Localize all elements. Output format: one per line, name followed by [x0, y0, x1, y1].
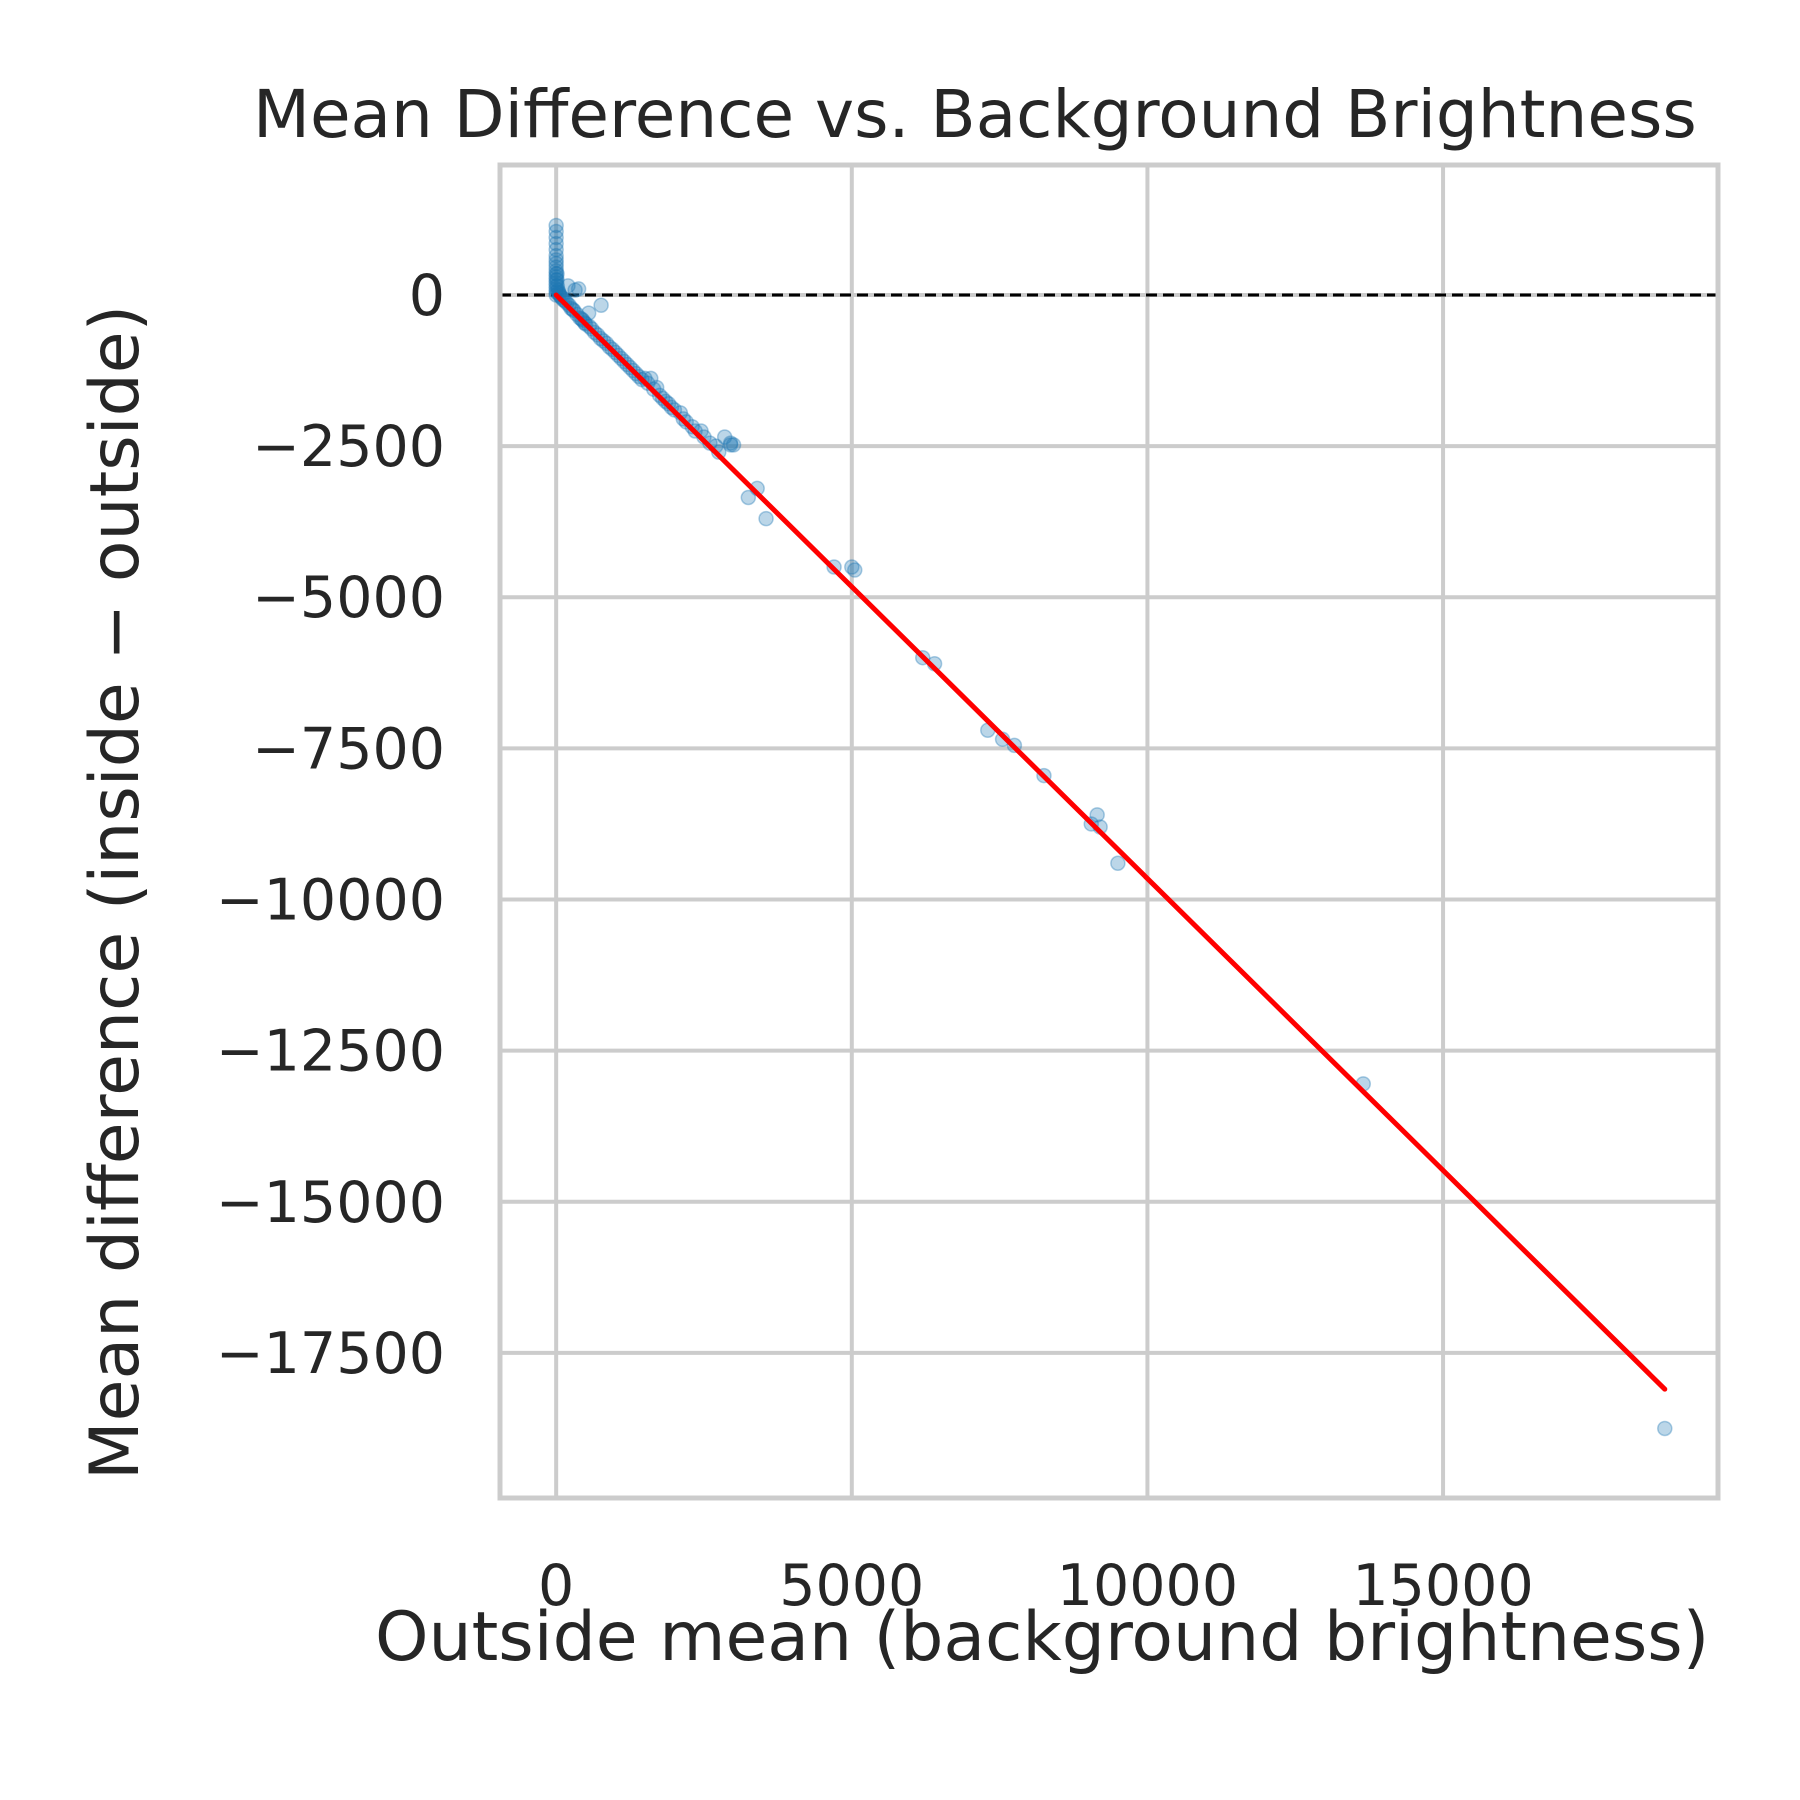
scatter-point [548, 217, 564, 234]
scatter-point [549, 266, 565, 282]
scatter-point [548, 266, 564, 282]
scatter-point [548, 269, 564, 285]
scatter-point [725, 437, 742, 453]
plot-area-frame [497, 162, 1721, 1501]
scatter-point [548, 263, 564, 279]
scatter-point [593, 297, 609, 314]
scatter-point [722, 437, 739, 453]
scatter-point [722, 435, 739, 451]
x-axis-label: Outside mean (background brightness) [375, 1598, 1709, 1677]
y-tick-label: −2500 [252, 414, 445, 480]
scatter-point [1657, 1420, 1673, 1437]
y-tick-label: −12500 [216, 1019, 445, 1085]
x-axis-ticks: 0 5000 10000 15000 [538, 1553, 1534, 1619]
scatter-point [548, 235, 564, 252]
scatter-point [847, 562, 863, 578]
scatter-point [844, 559, 860, 575]
y-axis-label: Mean difference (inside − outside) [76, 305, 155, 1480]
y-tick-label: −7500 [252, 716, 445, 782]
scatter-point [548, 255, 564, 272]
chart-title: Mean Difference vs. Background Brightnes… [253, 76, 1697, 153]
y-tick-label: −15000 [216, 1170, 445, 1236]
scatter-point [548, 241, 564, 258]
scatter-point [716, 429, 733, 445]
regression-fit-line [553, 292, 1668, 1392]
scatter-point [548, 223, 564, 240]
gridlines [500, 165, 1718, 1498]
y-tick-label: −5000 [252, 565, 445, 631]
scatter-point [548, 259, 564, 275]
scatter-point [548, 229, 564, 246]
scatter-point [1089, 807, 1105, 823]
x-tick-label: 15000 [1352, 1553, 1533, 1619]
scatter-point [548, 247, 564, 264]
scatter-point [758, 510, 774, 527]
y-tick-label: −17500 [216, 1321, 445, 1387]
scatter-point [548, 275, 564, 291]
x-tick-label: 0 [538, 1553, 574, 1619]
scatter-point [567, 282, 583, 298]
y-axis-ticks: 0 −2500 −5000 −7500 −10000 −12500 −15000 −17500 [216, 263, 445, 1387]
scatter-point [560, 278, 576, 294]
y-tick-label: −10000 [216, 868, 445, 934]
scatter-point [548, 272, 564, 288]
x-tick-label: 5000 [779, 1553, 924, 1619]
scatter-point [1110, 855, 1126, 871]
scatter-point [548, 252, 564, 268]
x-tick-label: 10000 [1057, 1553, 1238, 1619]
scatter-point [740, 489, 757, 506]
scatter-point [580, 305, 597, 321]
y-tick-label: 0 [409, 263, 445, 329]
scatter-point [570, 281, 587, 297]
scatter-point [549, 272, 565, 288]
scatter-points [548, 217, 1673, 1437]
